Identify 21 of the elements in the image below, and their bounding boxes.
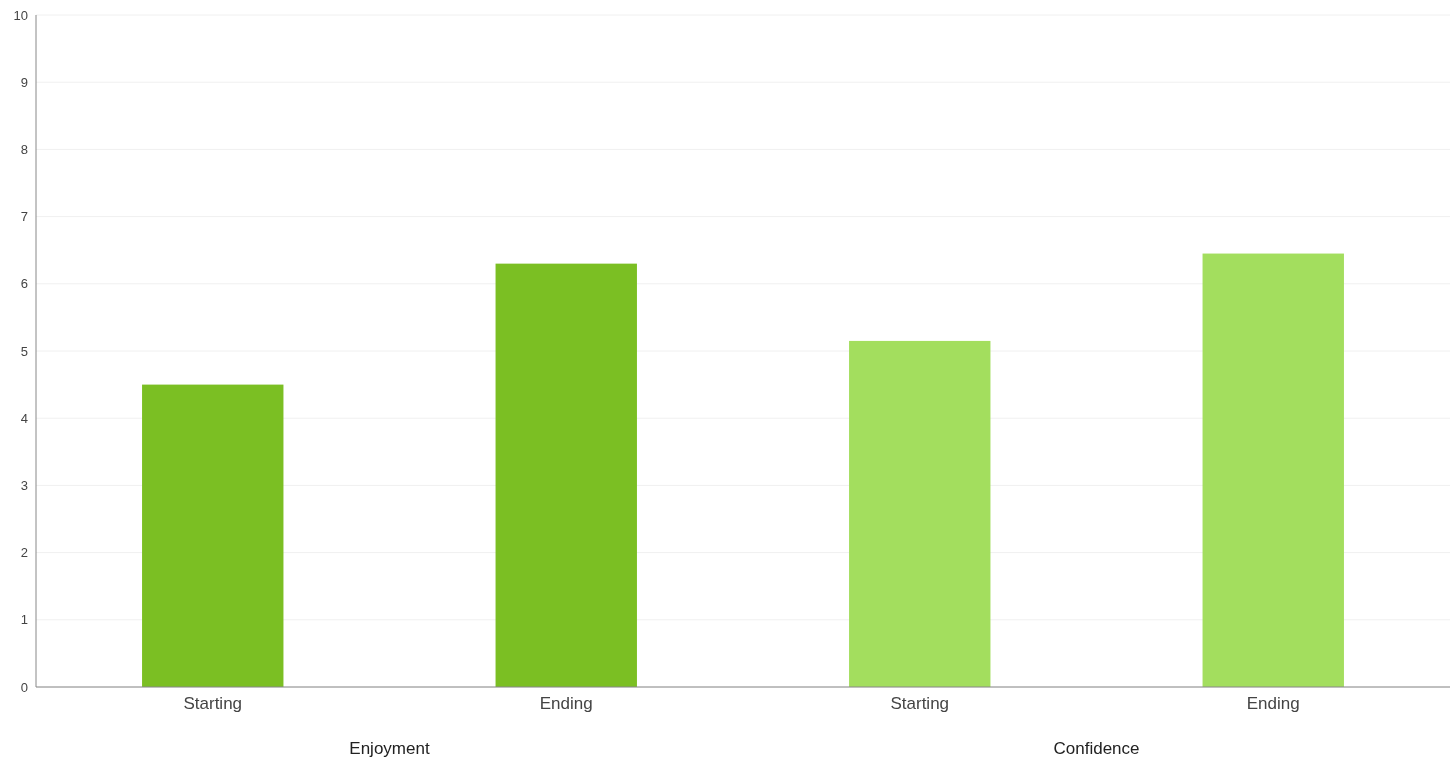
y-tick-label: 1 — [20, 612, 28, 628]
y-tick-label: 3 — [20, 477, 28, 493]
x-tick-label: Starting — [890, 694, 950, 713]
y-tick-label: 0 — [20, 679, 28, 695]
bar — [849, 340, 991, 687]
bar — [142, 384, 284, 687]
y-tick-label: 5 — [20, 343, 28, 359]
y-tick-label: 6 — [20, 276, 28, 292]
bar — [1202, 253, 1344, 687]
y-tick-label: 7 — [20, 209, 28, 225]
y-tick-label: 8 — [20, 141, 28, 157]
x-tick-label: Ending — [539, 694, 593, 713]
y-tick-label: 4 — [20, 410, 28, 426]
text: Enjoyment — [349, 739, 430, 758]
y-tick-label: 9 — [20, 74, 28, 90]
y-tick-label: 10 — [13, 7, 28, 23]
text: Confidence — [1053, 739, 1140, 758]
x-tick-label: Starting — [183, 694, 243, 713]
y-tick-label: 2 — [20, 545, 28, 561]
bar — [495, 263, 637, 687]
x-tick-label: Ending — [1246, 694, 1300, 713]
